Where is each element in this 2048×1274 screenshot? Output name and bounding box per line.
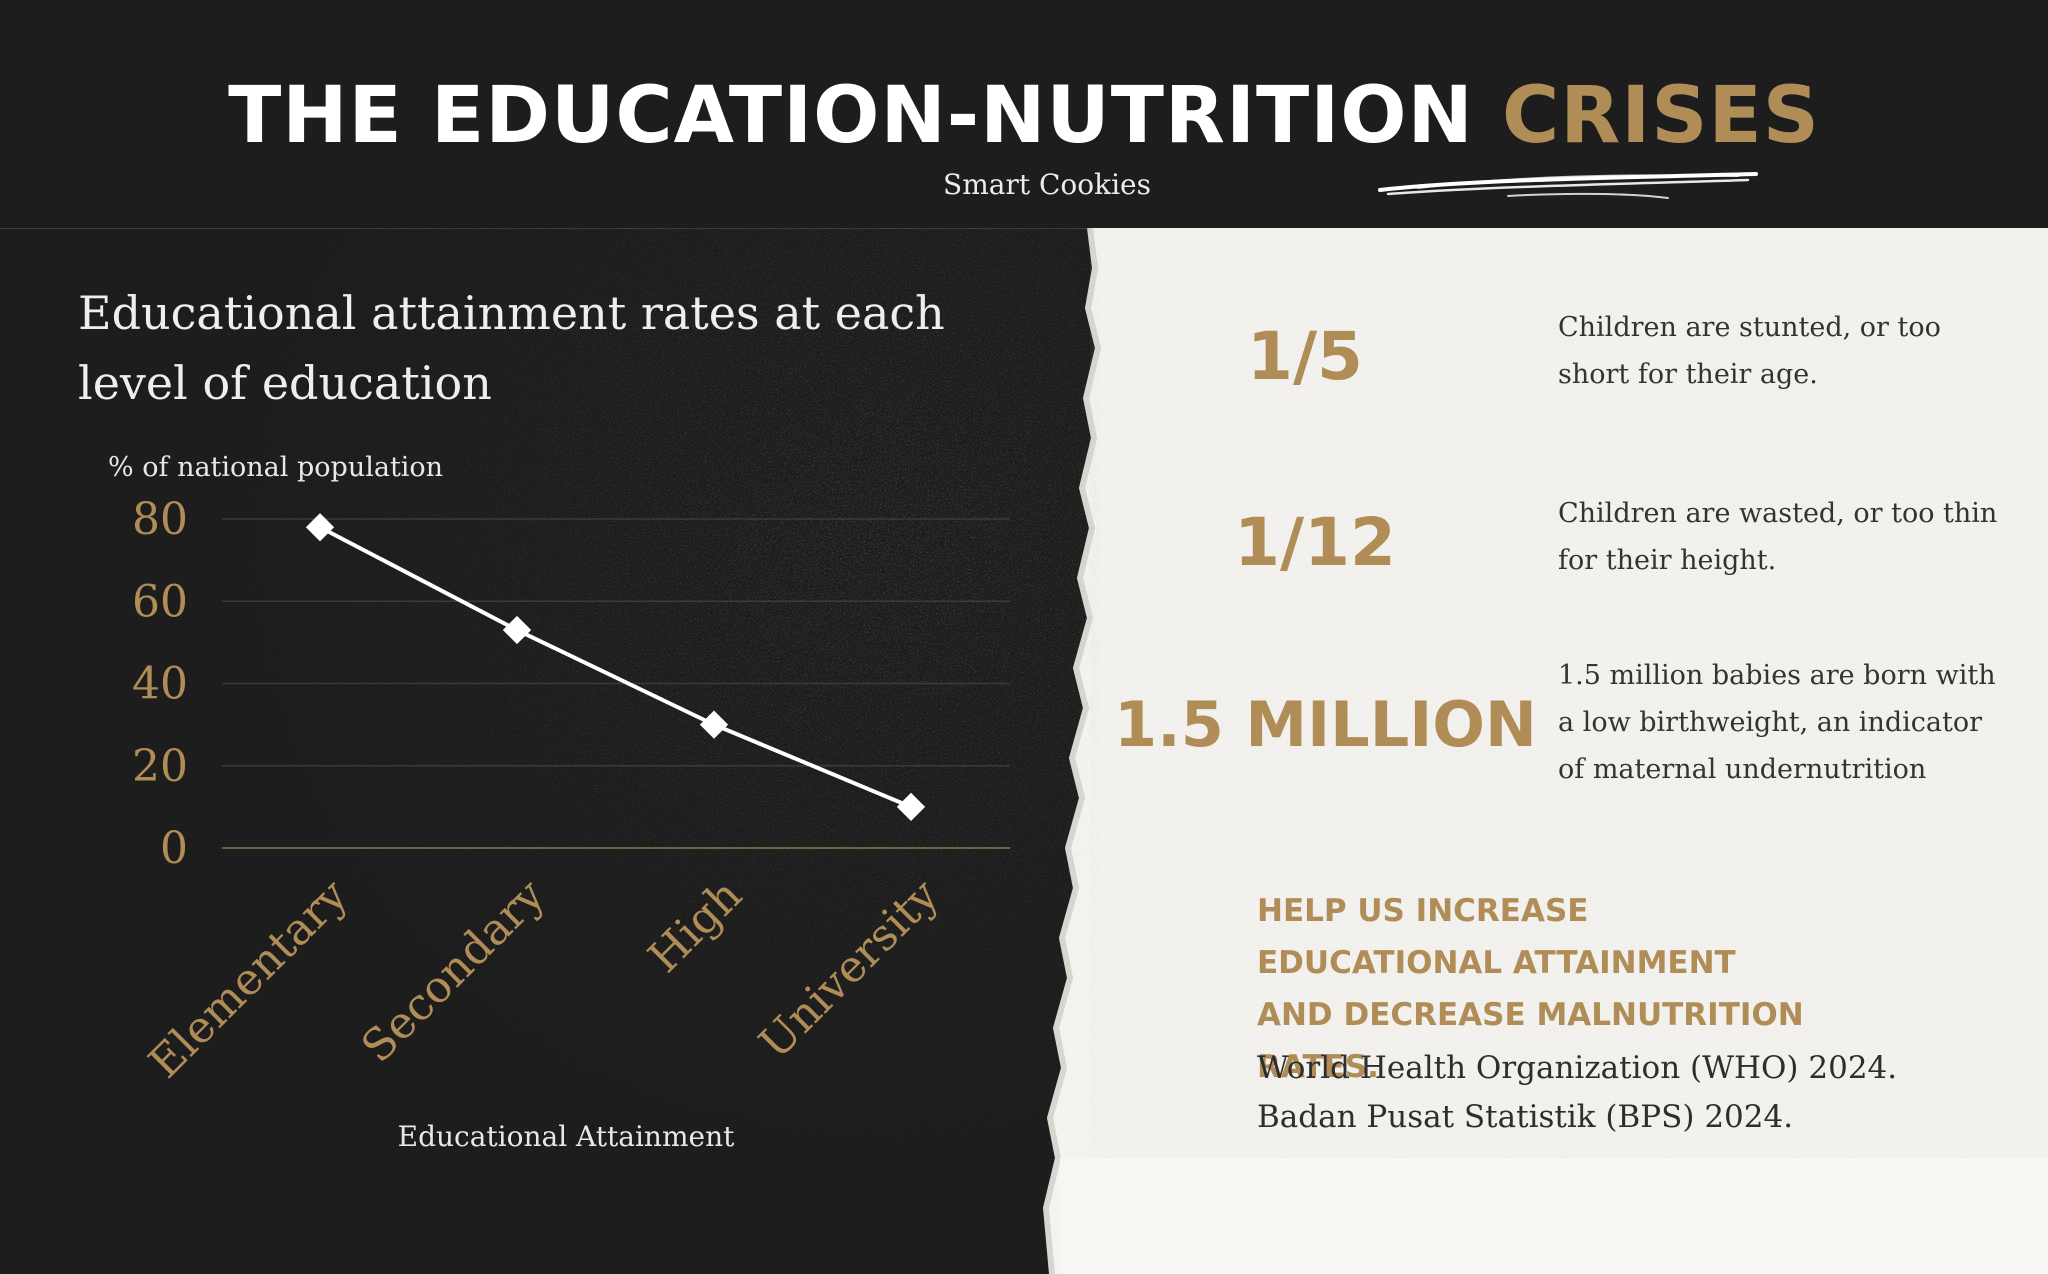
torn-paper-background — [1042, 228, 2048, 1274]
header: THE EDUCATION-NUTRITION CRISES Smart Coo… — [0, 0, 2048, 229]
series-line — [319, 525, 912, 809]
chart-panel: Educational attainment rates at each lev… — [0, 228, 1100, 1274]
x-tick-label: University — [750, 870, 949, 1069]
title-accent: CRISES — [1501, 71, 1820, 161]
x-tick-label: Elementary — [139, 870, 358, 1089]
y-tick-label: 80 — [132, 494, 188, 545]
subtitle: Smart Cookies — [943, 168, 1151, 201]
stat-value-birthweight: 1.5 MILLION — [1114, 688, 1537, 761]
data-point — [305, 513, 335, 542]
page-title: THE EDUCATION-NUTRITION CRISES — [0, 66, 2048, 166]
stat-value-stunted: 1/5 — [1247, 318, 1363, 395]
brush-stroke-decoration — [1378, 172, 1758, 199]
y-tick-label: 20 — [132, 741, 188, 792]
source-who: World Health Organization (WHO) 2024. — [1257, 1050, 1898, 1086]
data-point — [896, 792, 926, 822]
stat-text-stunted: Children are stunted, or too short for t… — [1558, 312, 1941, 390]
line-chart: % of national population 0 20 40 60 80 Eleme… — [108, 452, 1010, 1153]
x-axis-label: Educational Attainment — [398, 1120, 735, 1153]
y-axis-label: % of national population — [108, 452, 443, 483]
x-tick-label: High — [639, 870, 752, 983]
stat-value-wasted: 1/12 — [1234, 504, 1396, 581]
y-tick-label: 0 — [160, 823, 188, 874]
chart-heading: Educational attainment rates at each lev… — [78, 286, 945, 410]
x-tick-label: Secondary — [352, 870, 555, 1073]
stat-text-birthweight: 1.5 million babies are born with a low b… — [1558, 660, 1996, 785]
stat-text-wasted: Children are wasted, or too thin for the… — [1558, 498, 1998, 576]
chart-panel-texture — [0, 228, 1100, 1274]
title-main: THE EDUCATION-NUTRITION — [228, 71, 1474, 161]
data-point — [502, 615, 532, 645]
call-to-action: HELP US INCREASE EDUCATIONAL ATTAINMENT … — [1257, 893, 1804, 1085]
y-tick-label: 60 — [132, 576, 188, 627]
data-point — [699, 710, 729, 739]
right-panel: 1/5 Children are stunted, or too short f… — [0, 228, 2048, 1274]
source-bps: Badan Pusat Statistik (BPS) 2024. — [1257, 1099, 1794, 1135]
y-tick-label: 40 — [132, 659, 188, 710]
